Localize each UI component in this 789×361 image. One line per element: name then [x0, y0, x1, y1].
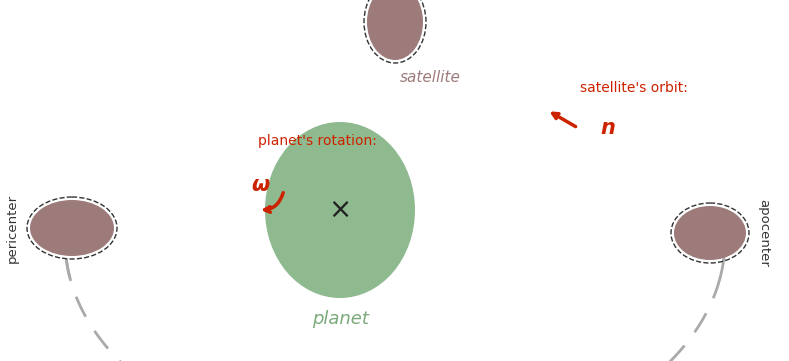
Text: satellite: satellite [399, 70, 461, 85]
Ellipse shape [30, 200, 114, 256]
Ellipse shape [367, 0, 423, 60]
Text: ×: × [328, 196, 352, 224]
Text: pericenter: pericenter [6, 193, 18, 262]
Ellipse shape [674, 206, 746, 260]
Text: ω: ω [251, 175, 269, 195]
Text: apocenter: apocenter [757, 199, 771, 267]
Text: satellite's orbit:: satellite's orbit: [580, 81, 688, 95]
Text: planet: planet [312, 310, 368, 328]
Text: planet's rotation:: planet's rotation: [258, 134, 377, 148]
Ellipse shape [265, 122, 415, 298]
Text: n: n [600, 118, 615, 138]
